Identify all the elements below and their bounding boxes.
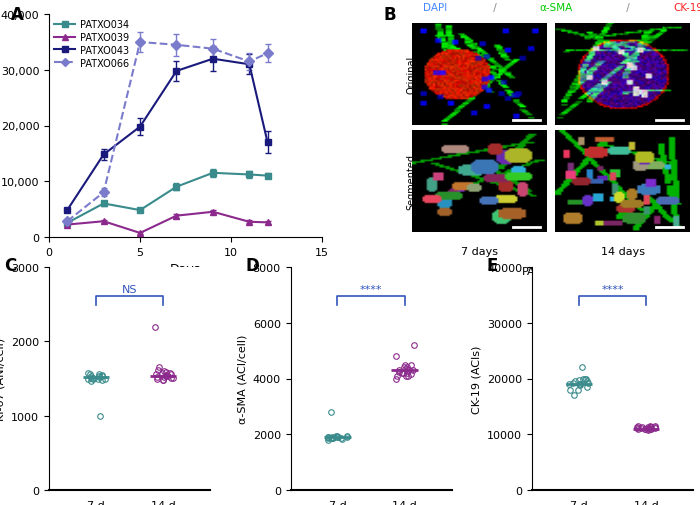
Text: 14 days: 14 days (601, 246, 645, 256)
Y-axis label: KI-67 (ANI/cell): KI-67 (ANI/cell) (0, 337, 6, 420)
Text: E: E (487, 257, 498, 275)
X-axis label: Days: Days (170, 263, 201, 276)
Text: DAPI: DAPI (424, 3, 447, 13)
Text: D: D (246, 257, 259, 275)
Text: Segmented: Segmented (406, 154, 416, 210)
Text: A: A (10, 6, 24, 24)
Text: ****: **** (360, 284, 382, 294)
Text: α-SMA: α-SMA (540, 3, 573, 13)
Text: 7 days: 7 days (461, 246, 498, 256)
Text: NS: NS (122, 284, 137, 294)
Text: /: / (490, 3, 500, 13)
Y-axis label: α-SMA (ACI/cell): α-SMA (ACI/cell) (237, 334, 247, 423)
Y-axis label: CK-19 (ACIs): CK-19 (ACIs) (472, 344, 482, 413)
Text: PATXO296: PATXO296 (522, 266, 578, 276)
Text: ****: **** (601, 284, 624, 294)
Text: Original: Original (406, 56, 416, 94)
Text: B: B (383, 6, 395, 24)
Legend: PATXO034, PATXO039, PATXO043, PATXO066: PATXO034, PATXO039, PATXO043, PATXO066 (54, 20, 130, 69)
Text: CK-19: CK-19 (673, 3, 700, 13)
Text: /: / (623, 3, 633, 13)
Text: C: C (4, 257, 16, 275)
